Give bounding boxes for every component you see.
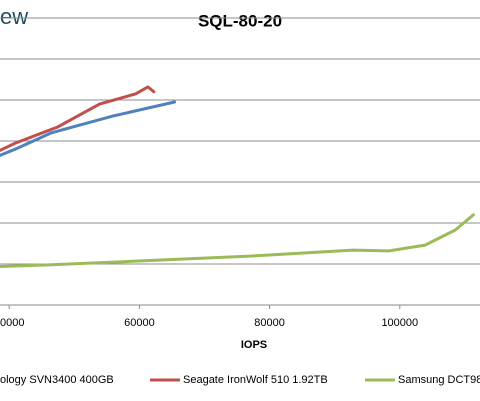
series-line: [0, 100, 177, 158]
x-tick-label: 60000: [124, 317, 155, 329]
series-line: [0, 85, 156, 153]
legend-label: Seagate IronWolf 510 1.92TB: [183, 374, 328, 386]
x-tick-label: 100000: [381, 317, 418, 329]
series-line: [0, 213, 475, 269]
x-tick-label: 40000: [0, 317, 24, 329]
legend-label: Samsung DCT98: [398, 374, 480, 386]
chart-title: SQL-80-20: [198, 11, 282, 30]
x-tick-label: 80000: [254, 317, 285, 329]
legend-label: ology SVN3400 400GB: [0, 374, 114, 386]
logo: ew: [0, 4, 28, 29]
x-axis-title: IOPS: [241, 339, 267, 351]
